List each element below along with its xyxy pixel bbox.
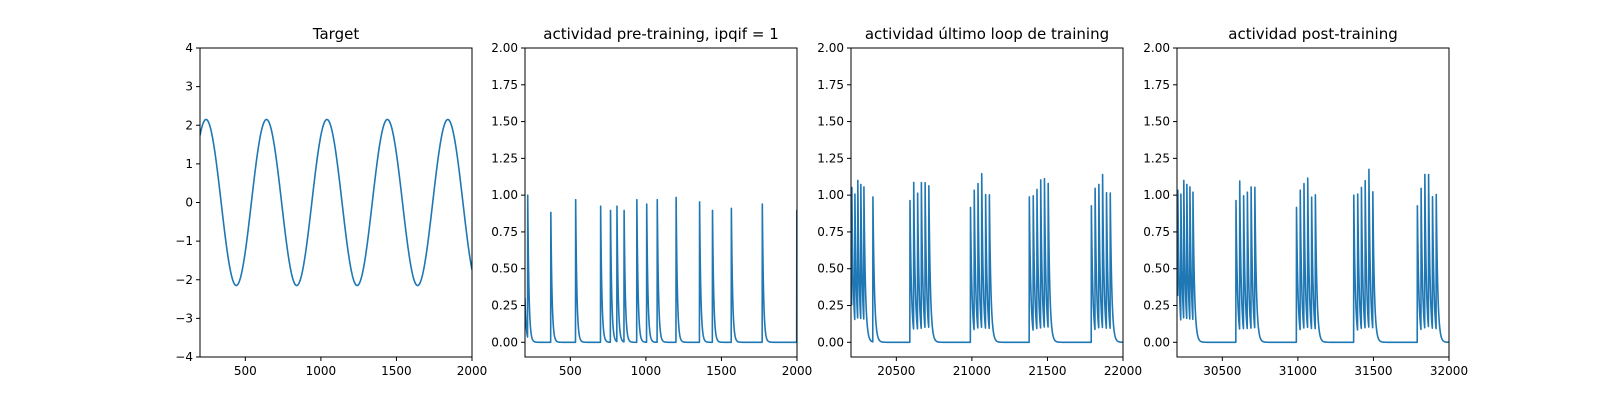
- y-tick-label: 0.25: [817, 299, 844, 313]
- x-tick-label: 1000: [631, 364, 662, 378]
- y-tick-label: −2: [175, 273, 193, 287]
- y-tick-label: 0.00: [491, 335, 518, 349]
- subplot-3: actividad último loop de training 20500 21…: [817, 25, 1142, 378]
- y-tick-label: 1.25: [491, 151, 518, 165]
- subplot-1: Target 500 1000 1500 2000 −4 −3 −2 −1 0 1 2 3 4: [175, 25, 487, 378]
- subplot-title: actividad post-training: [1228, 25, 1397, 43]
- x-tick-label: 1500: [381, 364, 412, 378]
- axes-frame: [199, 47, 473, 358]
- subplot-title: Target: [312, 25, 360, 43]
- series-line-4-1: [1177, 168, 1449, 344]
- y-tick-label: 1.75: [1143, 78, 1170, 92]
- y-tick-label: 0.00: [817, 335, 844, 349]
- subplot-title: actividad último loop de training: [865, 25, 1109, 43]
- x-tick-label: 21500: [1028, 364, 1066, 378]
- x-tick-label: 31500: [1354, 364, 1392, 378]
- y-tick-label: 1: [185, 157, 193, 171]
- y-tick-label: 0.50: [491, 262, 518, 276]
- y-tick-label: 0.75: [1143, 225, 1170, 239]
- axes-frame: [1176, 47, 1450, 358]
- axes-frame: [524, 47, 798, 358]
- x-tick-label: 1000: [306, 364, 337, 378]
- x-tick-label: 500: [234, 364, 257, 378]
- y-tick-label: 1.75: [817, 78, 844, 92]
- y-tick-label: 0.25: [491, 299, 518, 313]
- series-line-2-1: [525, 194, 797, 344]
- y-tick-label: 1.00: [817, 188, 844, 202]
- y-tick-label: 1.50: [1143, 115, 1170, 129]
- y-tick-label: 1.25: [817, 151, 844, 165]
- subplot-title: actividad pre-training, ipqif = 1: [543, 25, 779, 43]
- y-tick-label: 0.50: [1143, 262, 1170, 276]
- y-tick-label: −4: [175, 350, 193, 364]
- y-tick-label: 1.00: [491, 188, 518, 202]
- y-tick-label: 2.00: [817, 41, 844, 55]
- x-tick-label: 500: [559, 364, 582, 378]
- y-tick-label: 2.00: [1143, 41, 1170, 55]
- y-tick-label: 1.00: [1143, 188, 1170, 202]
- y-tick-label: −1: [175, 234, 193, 248]
- y-tick-label: 1.25: [1143, 151, 1170, 165]
- subplot-4: actividad post-training 30500 31000 31500 32…: [1143, 25, 1468, 378]
- y-tick-label: −3: [175, 311, 193, 325]
- y-tick-label: 0.25: [1143, 299, 1170, 313]
- axes-frame: [850, 47, 1124, 358]
- y-tick-label: 1.50: [817, 115, 844, 129]
- y-tick-label: 0.50: [817, 262, 844, 276]
- y-tick-label: 0.00: [1143, 335, 1170, 349]
- series-line-1-1: [200, 118, 472, 287]
- y-tick-label: 3: [185, 80, 193, 94]
- y-tick-label: 1.75: [491, 78, 518, 92]
- x-tick-label: 20500: [877, 364, 915, 378]
- x-tick-label: 2000: [782, 364, 813, 378]
- y-tick-label: 0: [185, 196, 193, 210]
- x-tick-label: 2000: [457, 364, 488, 378]
- x-tick-label: 32000: [1430, 364, 1468, 378]
- x-tick-label: 30500: [1203, 364, 1241, 378]
- y-tick-label: 1.50: [491, 115, 518, 129]
- x-tick-label: 21000: [953, 364, 991, 378]
- y-tick-label: 4: [185, 41, 193, 55]
- y-tick-label: 2.00: [491, 41, 518, 55]
- x-tick-label: 31000: [1279, 364, 1317, 378]
- series-line-3-1: [851, 172, 1123, 344]
- x-tick-label: 22000: [1104, 364, 1142, 378]
- subplot-2: actividad pre-training, ipqif = 1 500 1000…: [491, 25, 812, 378]
- y-tick-label: 0.75: [817, 225, 844, 239]
- y-tick-label: 2: [185, 118, 193, 132]
- y-tick-label: 0.75: [491, 225, 518, 239]
- x-tick-label: 1500: [706, 364, 737, 378]
